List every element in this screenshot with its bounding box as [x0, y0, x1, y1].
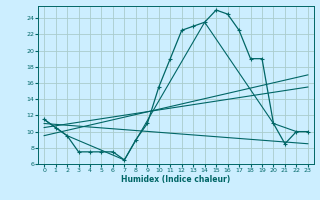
X-axis label: Humidex (Indice chaleur): Humidex (Indice chaleur) [121, 175, 231, 184]
